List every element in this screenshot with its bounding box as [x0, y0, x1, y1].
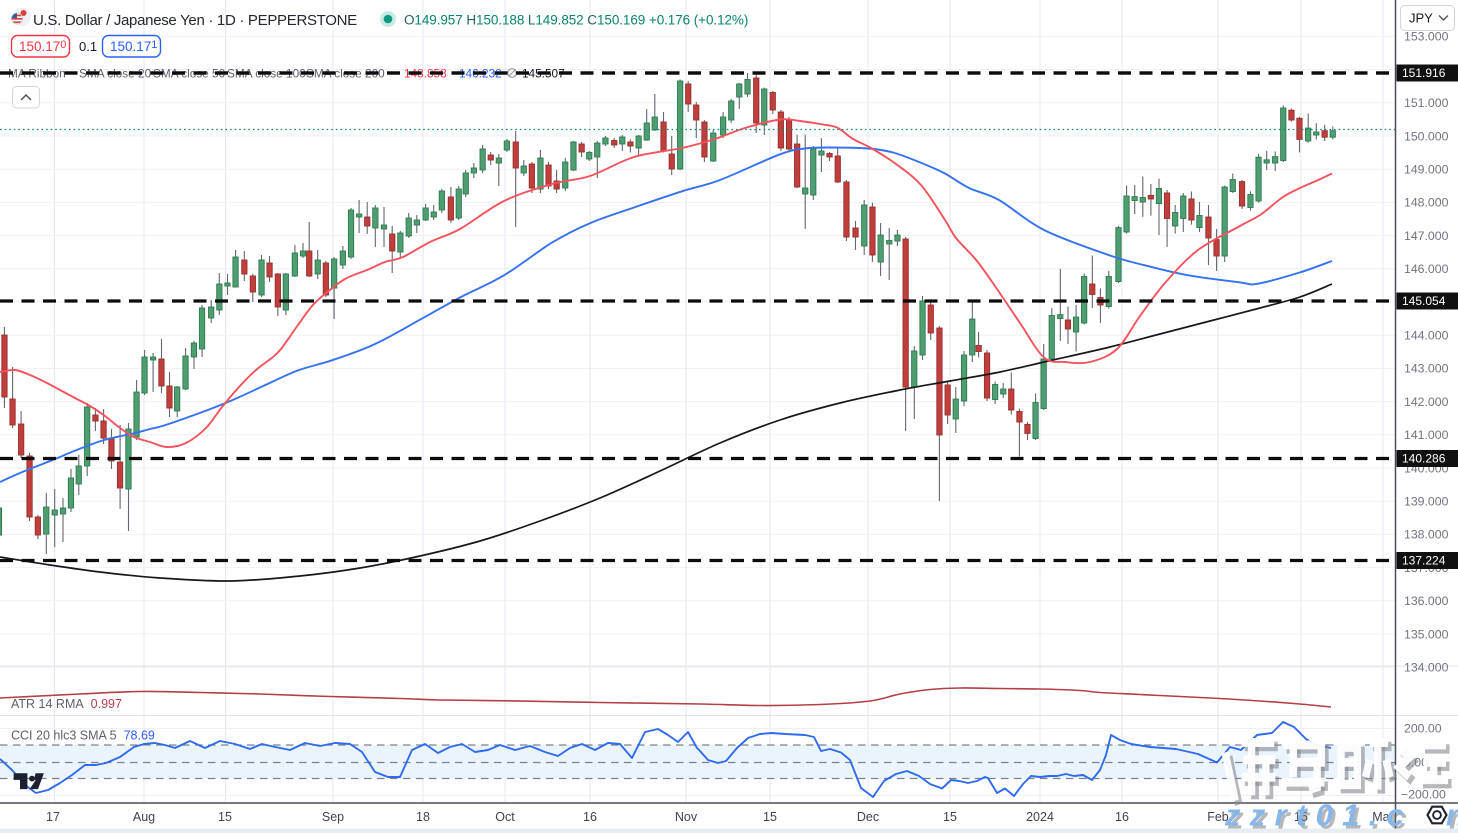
svg-text:zzrt01.c: zzrt01.c [1224, 798, 1413, 833]
svg-text:138.000: 138.000 [1404, 528, 1449, 542]
svg-text:Mar: Mar [1372, 810, 1394, 824]
svg-text:151.000: 151.000 [1404, 96, 1449, 110]
svg-text:JPY: JPY [1409, 11, 1433, 26]
svg-text:SMA close 50: SMA close 50 [153, 67, 226, 81]
svg-text:Feb: Feb [1207, 810, 1229, 824]
svg-text:MA Ribbon: MA Ribbon [8, 67, 66, 81]
svg-text:137.224: 137.224 [1402, 554, 1446, 568]
svg-text:134.000: 134.000 [1404, 661, 1449, 675]
svg-text:15: 15 [943, 810, 957, 824]
svg-text:140.286: 140.286 [1402, 452, 1446, 466]
svg-text:Dec: Dec [857, 810, 879, 824]
svg-text:Sep: Sep [322, 810, 344, 824]
svg-text:ATR 14 RMA 0.997: ATR 14 RMA 0.997 [11, 697, 122, 711]
svg-text:0.1: 0.1 [79, 39, 97, 54]
svg-text:143.000: 143.000 [1404, 362, 1449, 376]
svg-text:15: 15 [218, 810, 232, 824]
svg-text:15: 15 [763, 810, 777, 824]
svg-text:153.000: 153.000 [1404, 30, 1449, 44]
svg-text:142.000: 142.000 [1404, 395, 1449, 409]
svg-text:139.000: 139.000 [1404, 495, 1449, 509]
svg-text:146.000: 146.000 [1404, 262, 1449, 276]
svg-text:O149.957 H150.188 L149.852 C15: O149.957 H150.188 L149.852 C150.169 +0.1… [404, 13, 748, 28]
svg-text:200.00: 200.00 [1404, 722, 1442, 736]
svg-text:Oct: Oct [495, 810, 515, 824]
svg-text:CCI 20 hlc3 SMA 5 78.69: CCI 20 hlc3 SMA 5 78.69 [11, 729, 155, 743]
svg-text:150.171: 150.171 [110, 39, 157, 54]
svg-text:zzrt01.c: zzrt01.c [1227, 801, 1416, 833]
svg-text:144.000: 144.000 [1404, 329, 1449, 343]
svg-text:n: n [1446, 798, 1458, 833]
svg-text:135.000: 135.000 [1404, 627, 1449, 641]
svg-text:150.000: 150.000 [1404, 129, 1449, 143]
svg-text:148.000: 148.000 [1404, 196, 1449, 210]
svg-text:2024: 2024 [1026, 810, 1054, 824]
svg-text:Aug: Aug [133, 810, 155, 824]
svg-text:Nov: Nov [675, 810, 698, 824]
svg-text:148.858: 148.858 [404, 67, 447, 81]
svg-text:147.000: 147.000 [1404, 229, 1449, 243]
svg-text:U.S. Dollar / Japanese Yen · 1: U.S. Dollar / Japanese Yen · 1D · PEPPER… [33, 12, 357, 29]
svg-text:151.916: 151.916 [1402, 66, 1446, 80]
svg-text:18: 18 [416, 810, 430, 824]
svg-text:145.054: 145.054 [1402, 294, 1446, 308]
svg-text:16: 16 [583, 810, 597, 824]
svg-text:17: 17 [46, 810, 60, 824]
svg-text:150.170: 150.170 [19, 39, 66, 54]
svg-text:15: 15 [1294, 810, 1308, 824]
svg-text:−200.00: −200.00 [1401, 788, 1446, 802]
svg-text:136.000: 136.000 [1404, 594, 1449, 608]
svg-text:16: 16 [1115, 810, 1129, 824]
svg-text:141.000: 141.000 [1404, 428, 1449, 442]
svg-text:149.000: 149.000 [1404, 163, 1449, 177]
svg-text:n: n [1449, 801, 1458, 833]
